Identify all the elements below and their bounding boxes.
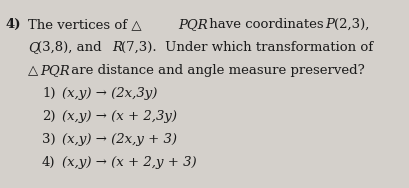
Text: are distance and angle measure preserved?: are distance and angle measure preserved…: [67, 64, 365, 77]
Text: The vertices of △: The vertices of △: [28, 18, 142, 31]
Text: (x,y) → (2x,3y): (x,y) → (2x,3y): [62, 87, 157, 100]
Text: (2,3),: (2,3),: [334, 18, 369, 31]
Text: (x,y) → (x + 2,3y): (x,y) → (x + 2,3y): [62, 110, 177, 123]
Text: (7,3).  Under which transformation of: (7,3). Under which transformation of: [121, 41, 373, 54]
Text: 2): 2): [42, 110, 56, 123]
Text: PQR: PQR: [40, 64, 70, 77]
Text: have coordinates: have coordinates: [205, 18, 328, 31]
Text: P: P: [325, 18, 334, 31]
Text: 4): 4): [6, 18, 22, 31]
Text: 4): 4): [42, 156, 56, 169]
Text: (x,y) → (x + 2,y + 3): (x,y) → (x + 2,y + 3): [62, 156, 197, 169]
Text: (3,8), and: (3,8), and: [37, 41, 106, 54]
Text: Q: Q: [28, 41, 39, 54]
Text: 1): 1): [42, 87, 56, 100]
Text: △: △: [28, 64, 38, 77]
Text: PQR: PQR: [178, 18, 208, 31]
Text: (x,y) → (2x,y + 3): (x,y) → (2x,y + 3): [62, 133, 177, 146]
Text: 3): 3): [42, 133, 56, 146]
Text: R: R: [112, 41, 122, 54]
